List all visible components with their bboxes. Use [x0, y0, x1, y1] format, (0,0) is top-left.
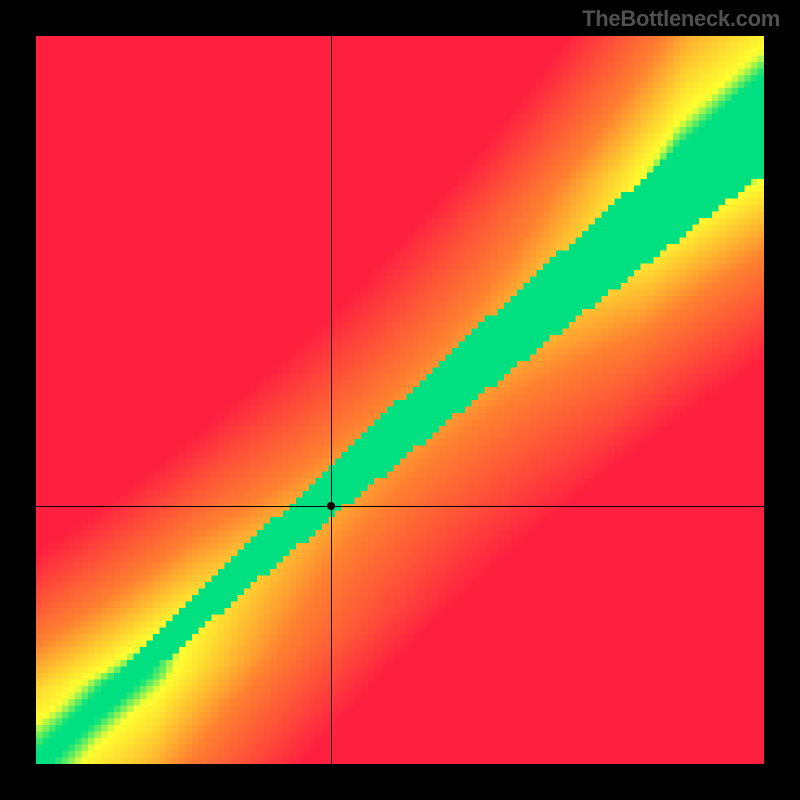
heatmap-canvas	[36, 36, 764, 764]
crosshair-horizontal	[36, 506, 764, 507]
crosshair-marker	[327, 502, 335, 510]
crosshair-vertical	[331, 36, 332, 764]
watermark-text: TheBottleneck.com	[582, 6, 780, 32]
chart-container: TheBottleneck.com	[0, 0, 800, 800]
plot-area	[36, 36, 764, 764]
